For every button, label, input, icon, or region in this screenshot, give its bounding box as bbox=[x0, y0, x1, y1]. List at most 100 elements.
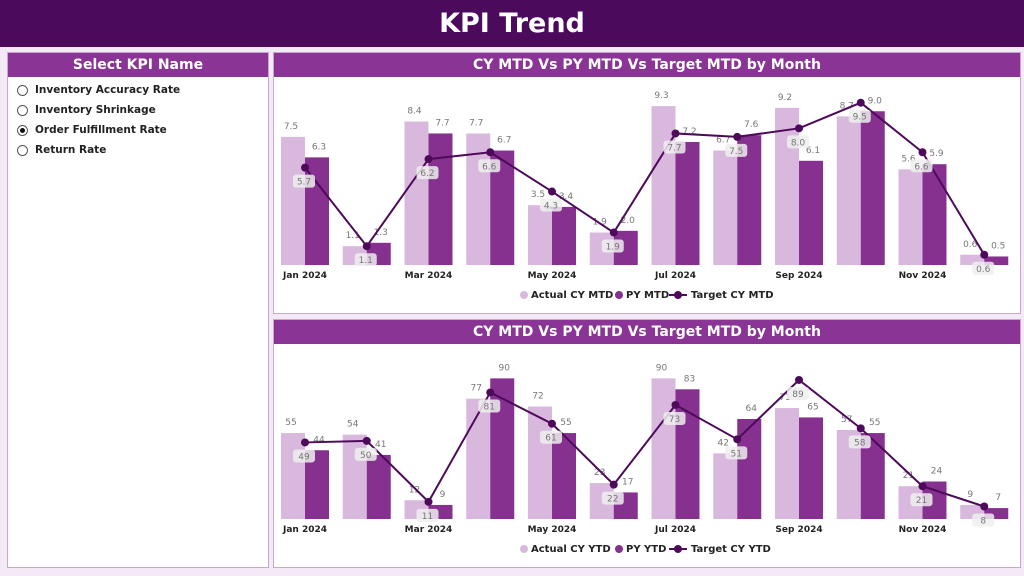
actual-data-label: 6.7 bbox=[716, 136, 730, 146]
legend-actual-icon bbox=[520, 291, 528, 299]
py-bar bbox=[552, 433, 576, 519]
target-label-bg bbox=[787, 135, 809, 149]
actual-bar bbox=[713, 453, 738, 519]
kpi-option[interactable]: Inventory Shrinkage bbox=[8, 100, 268, 120]
kpi-option-label: Inventory Shrinkage bbox=[35, 104, 156, 116]
py-data-label: 90 bbox=[499, 363, 511, 373]
py-data-label: 7 bbox=[995, 493, 1001, 503]
target-point bbox=[548, 187, 556, 196]
py-data-label: 41 bbox=[375, 440, 386, 450]
target-point bbox=[856, 424, 865, 433]
target-point bbox=[671, 129, 680, 138]
radio-icon[interactable] bbox=[17, 124, 28, 136]
actual-data-label: 71 bbox=[779, 393, 790, 403]
actual-bar bbox=[342, 434, 367, 519]
radio-icon[interactable] bbox=[17, 104, 28, 116]
target-data-label: 61 bbox=[545, 434, 556, 444]
py-data-label: 6.7 bbox=[497, 136, 511, 146]
target-data-label: 1.9 bbox=[606, 243, 621, 253]
target-label-bg bbox=[540, 430, 562, 444]
actual-data-label: 7.7 bbox=[469, 118, 483, 128]
target-label-bg bbox=[601, 491, 624, 505]
legend-py-icon bbox=[615, 291, 623, 299]
kpi-option[interactable]: Order Fulfillment Rate bbox=[8, 120, 268, 140]
x-tick-label: Sep 2024 bbox=[775, 271, 822, 281]
actual-bar bbox=[528, 205, 552, 265]
py-bar bbox=[552, 206, 576, 265]
target-data-label: 0.6 bbox=[976, 265, 991, 275]
target-data-label: 51 bbox=[731, 449, 742, 459]
target-data-label: 9.5 bbox=[853, 113, 867, 123]
target-data-label: 81 bbox=[484, 402, 495, 412]
page-title: KPI Trend bbox=[0, 0, 1024, 47]
py-data-label: 0.5 bbox=[991, 241, 1005, 251]
py-data-label: 65 bbox=[807, 402, 818, 412]
actual-bar bbox=[898, 169, 923, 265]
legend-actual: Actual CY MTD bbox=[531, 290, 613, 301]
target-label-bg bbox=[725, 446, 748, 460]
target-point bbox=[980, 502, 989, 511]
py-bar bbox=[860, 111, 885, 265]
actual-bar bbox=[775, 408, 799, 519]
py-bar bbox=[922, 164, 947, 265]
actual-data-label: 5.6 bbox=[901, 154, 916, 164]
actual-data-label: 54 bbox=[347, 420, 359, 430]
legend-actual-icon bbox=[520, 545, 528, 553]
actual-data-label: 77 bbox=[471, 384, 482, 394]
py-data-label: 24 bbox=[931, 467, 943, 477]
actual-data-label: 1.1 bbox=[346, 231, 360, 241]
target-point bbox=[424, 497, 433, 506]
py-data-label: 7.2 bbox=[682, 127, 696, 137]
py-data-label: 6.3 bbox=[312, 142, 326, 152]
actual-data-label: 55 bbox=[285, 418, 296, 428]
actual-data-label: 9.2 bbox=[778, 93, 792, 103]
radio-icon[interactable] bbox=[17, 144, 28, 156]
target-point bbox=[733, 435, 742, 444]
py-data-label: 55 bbox=[869, 418, 880, 428]
py-data-label: 7.7 bbox=[435, 118, 449, 128]
py-bar bbox=[428, 133, 453, 265]
actual-bar bbox=[713, 150, 738, 265]
py-data-label: 64 bbox=[746, 404, 758, 414]
x-tick-label: Jul 2024 bbox=[654, 525, 696, 535]
target-point bbox=[918, 482, 927, 491]
target-data-label: 6.2 bbox=[420, 169, 434, 179]
chart-title: CY MTD Vs PY MTD Vs Target MTD by Month bbox=[274, 320, 1020, 344]
target-point bbox=[609, 480, 618, 489]
target-point bbox=[980, 250, 989, 259]
x-tick-label: May 2024 bbox=[528, 271, 577, 281]
kpi-option[interactable]: Return Rate bbox=[8, 140, 268, 160]
py-data-label: 1.3 bbox=[374, 228, 388, 238]
target-point bbox=[671, 400, 680, 409]
kpi-option[interactable]: Inventory Accuracy Rate bbox=[8, 80, 268, 100]
target-data-label: 49 bbox=[298, 452, 310, 462]
actual-bar bbox=[651, 106, 676, 265]
kpi-option-label: Order Fulfillment Rate bbox=[35, 124, 167, 136]
py-data-label: 9 bbox=[440, 490, 446, 500]
actual-data-label: 7.5 bbox=[284, 122, 298, 132]
py-data-label: 6.1 bbox=[806, 146, 820, 156]
py-data-label: 9.0 bbox=[868, 96, 883, 106]
x-tick-label: Nov 2024 bbox=[899, 271, 947, 281]
py-bar bbox=[984, 256, 1009, 265]
target-data-label: 5.7 bbox=[297, 178, 311, 188]
radio-icon[interactable] bbox=[17, 84, 28, 96]
x-tick-label: Sep 2024 bbox=[775, 525, 822, 535]
target-data-label: 4.3 bbox=[544, 202, 558, 212]
target-data-label: 7.7 bbox=[667, 143, 681, 153]
actual-bar bbox=[466, 398, 491, 519]
actual-data-label: 21 bbox=[903, 471, 914, 481]
target-label-bg bbox=[354, 253, 377, 267]
target-point bbox=[424, 155, 433, 164]
py-data-label: 55 bbox=[560, 418, 571, 428]
target-data-label: 21 bbox=[916, 496, 927, 506]
py-data-label: 3.4 bbox=[559, 192, 574, 202]
target-label-bg bbox=[354, 447, 377, 461]
target-point bbox=[856, 98, 865, 107]
target-point bbox=[486, 148, 495, 157]
target-label-bg bbox=[416, 508, 439, 522]
target-label-bg bbox=[910, 159, 933, 173]
py-data-label: 17 bbox=[622, 477, 633, 487]
target-point bbox=[362, 436, 371, 445]
py-bar bbox=[675, 389, 700, 519]
